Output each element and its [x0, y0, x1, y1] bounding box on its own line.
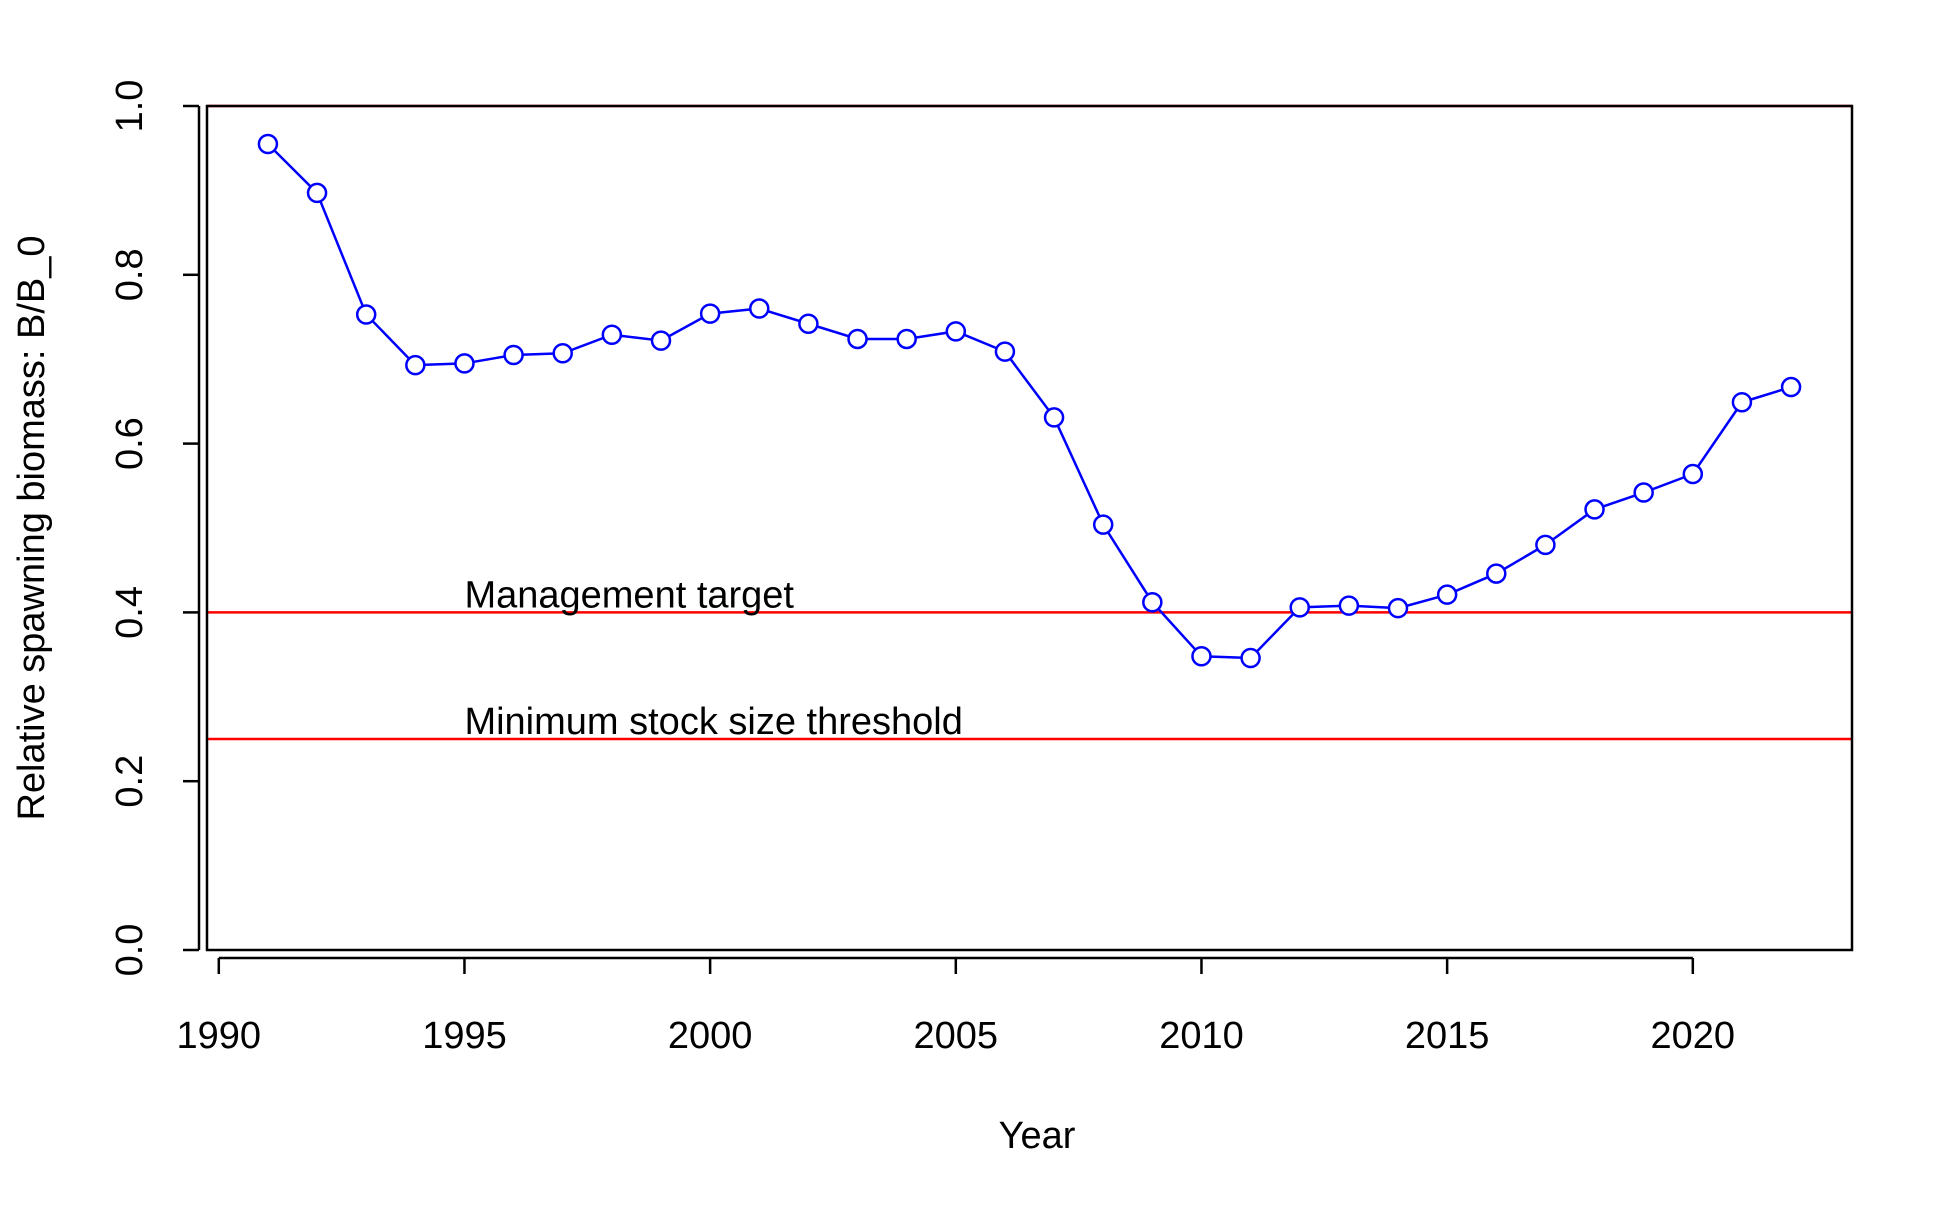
data-point [847, 328, 868, 350]
data-point [306, 182, 328, 204]
data-point [454, 353, 475, 374]
x-tick-label: 2005 [914, 1015, 999, 1057]
data-point [503, 344, 524, 366]
data-point [650, 330, 672, 351]
data-point [798, 313, 819, 335]
data-point [1436, 584, 1458, 605]
reference-line-label: Management target [464, 574, 794, 616]
data-point [355, 304, 377, 325]
data-point [601, 324, 623, 345]
plot-frame [205, 104, 1854, 952]
data-point [552, 343, 573, 364]
y-tick-label: 0.0 [109, 924, 151, 977]
x-tick-label: 2000 [668, 1015, 753, 1057]
x-tick-label: 2010 [1159, 1015, 1244, 1057]
x-axis: 1990 1995 2000 2005 2010 2015 2020 [177, 956, 1736, 1057]
data-point [1191, 646, 1212, 667]
data-point [405, 354, 426, 376]
data-point [1142, 592, 1163, 613]
y-tick-label: 0.4 [109, 586, 151, 639]
data-point [1535, 534, 1556, 556]
data-point [994, 341, 1016, 362]
reference-line-label: Minimum stock size threshold [464, 701, 962, 743]
data-point [699, 303, 721, 324]
data-point [1092, 514, 1114, 535]
data-point [1731, 391, 1753, 413]
data-point [945, 321, 967, 342]
data-point [1387, 597, 1409, 619]
y-axis-title: Relative spawning biomass: B/B_0 [11, 235, 53, 820]
y-tick-label: 0.2 [109, 755, 151, 808]
data-point [1486, 563, 1507, 584]
x-axis-title: Year [999, 1115, 1076, 1157]
data-point [1584, 499, 1605, 520]
x-tick-label: 2020 [1651, 1015, 1736, 1057]
reference-lines [207, 104, 1852, 741]
data-point [749, 298, 770, 319]
y-tick-label: 0.6 [109, 417, 151, 470]
y-tick-label: 0.8 [109, 248, 151, 301]
data-point [1780, 376, 1802, 398]
data-point [1338, 595, 1360, 616]
data-point [257, 133, 279, 155]
reference-labels: Management target Minimum stock size thre… [464, 574, 962, 743]
data-point [896, 328, 917, 350]
y-tick-label: 1.0 [109, 80, 151, 133]
x-tick-label: 1990 [177, 1015, 262, 1057]
x-tick-label: 1995 [422, 1015, 507, 1057]
data-point [1240, 647, 1261, 669]
data-point [1043, 407, 1065, 428]
y-axis: 0.0 0.2 0.4 0.6 0.8 1.0 [109, 80, 201, 977]
series-layer [257, 133, 1802, 669]
x-tick-label: 2015 [1405, 1015, 1490, 1057]
data-point [1633, 482, 1654, 503]
data-point [1289, 597, 1310, 618]
data-point [1682, 463, 1704, 485]
